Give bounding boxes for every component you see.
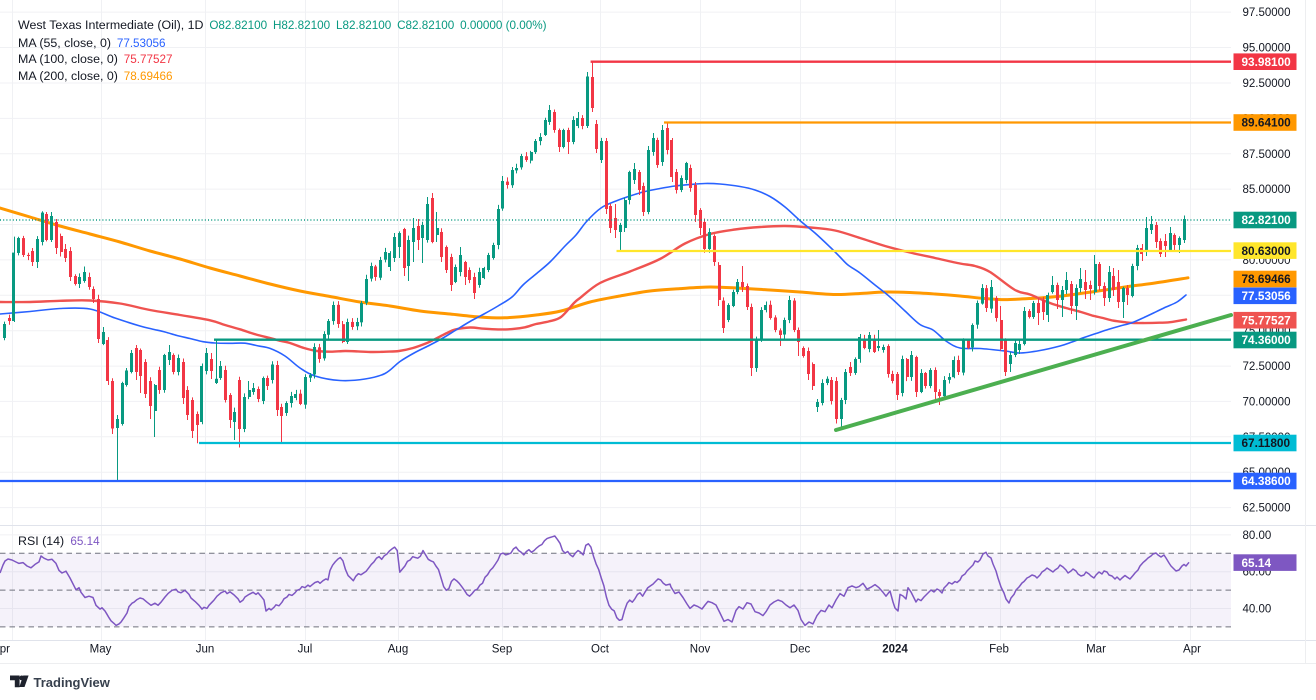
- svg-text:Aug: Aug: [388, 644, 408, 656]
- svg-text:MA (55, close, 0) 77.53056: MA (55, close, 0) 77.53056: [18, 36, 166, 50]
- svg-text:67.11800: 67.11800: [1242, 436, 1291, 450]
- svg-text:82.82100: 82.82100: [1242, 213, 1292, 227]
- svg-text:Nov: Nov: [690, 644, 711, 656]
- svg-text:Apr: Apr: [0, 644, 10, 656]
- svg-text:MA (200, close, 0) 78.69466: MA (200, close, 0) 78.69466: [18, 69, 172, 83]
- svg-text:Feb: Feb: [989, 644, 1009, 656]
- svg-text:75.77527: 75.77527: [1242, 313, 1292, 327]
- svg-text:2024: 2024: [882, 644, 908, 656]
- svg-text:97.50000: 97.50000: [1243, 7, 1291, 19]
- svg-text:TradingView: TradingView: [34, 675, 111, 690]
- svg-text:74.36000: 74.36000: [1242, 333, 1292, 347]
- svg-text:Jun: Jun: [196, 644, 215, 656]
- svg-text:77.53056: 77.53056: [1242, 289, 1292, 303]
- svg-text:65.14: 65.14: [1242, 556, 1272, 570]
- svg-text:40.00: 40.00: [1243, 604, 1272, 616]
- svg-text:87.50000: 87.50000: [1243, 149, 1291, 161]
- svg-text:78.69466: 78.69466: [1242, 272, 1292, 286]
- svg-text:92.50000: 92.50000: [1243, 78, 1291, 90]
- svg-text:89.64100: 89.64100: [1242, 116, 1292, 130]
- svg-text:80.00: 80.00: [1243, 530, 1272, 542]
- svg-text:62.50000: 62.50000: [1243, 503, 1291, 515]
- svg-text:Mar: Mar: [1086, 644, 1106, 656]
- svg-text:95.00000: 95.00000: [1243, 43, 1291, 55]
- svg-text:RSI (14) 65.14: RSI (14) 65.14: [18, 534, 100, 548]
- svg-text:93.98100: 93.98100: [1242, 55, 1292, 69]
- svg-text:Sep: Sep: [492, 644, 512, 656]
- svg-text:West Texas Intermediate (Oil),: West Texas Intermediate (Oil), 1D O82.82…: [18, 18, 547, 32]
- svg-text:Jul: Jul: [298, 644, 313, 656]
- svg-text:Apr: Apr: [1183, 644, 1201, 656]
- svg-text:May: May: [90, 644, 112, 656]
- svg-text:80.63000: 80.63000: [1242, 244, 1292, 258]
- svg-text:72.50000: 72.50000: [1243, 361, 1291, 373]
- svg-text:MA (100, close, 0) 75.77527: MA (100, close, 0) 75.77527: [18, 52, 172, 66]
- svg-text:85.00000: 85.00000: [1243, 184, 1291, 196]
- svg-text:64.38600: 64.38600: [1242, 474, 1292, 488]
- svg-text:Oct: Oct: [591, 644, 610, 656]
- svg-text:Dec: Dec: [790, 644, 811, 656]
- svg-text:70.00000: 70.00000: [1243, 396, 1291, 408]
